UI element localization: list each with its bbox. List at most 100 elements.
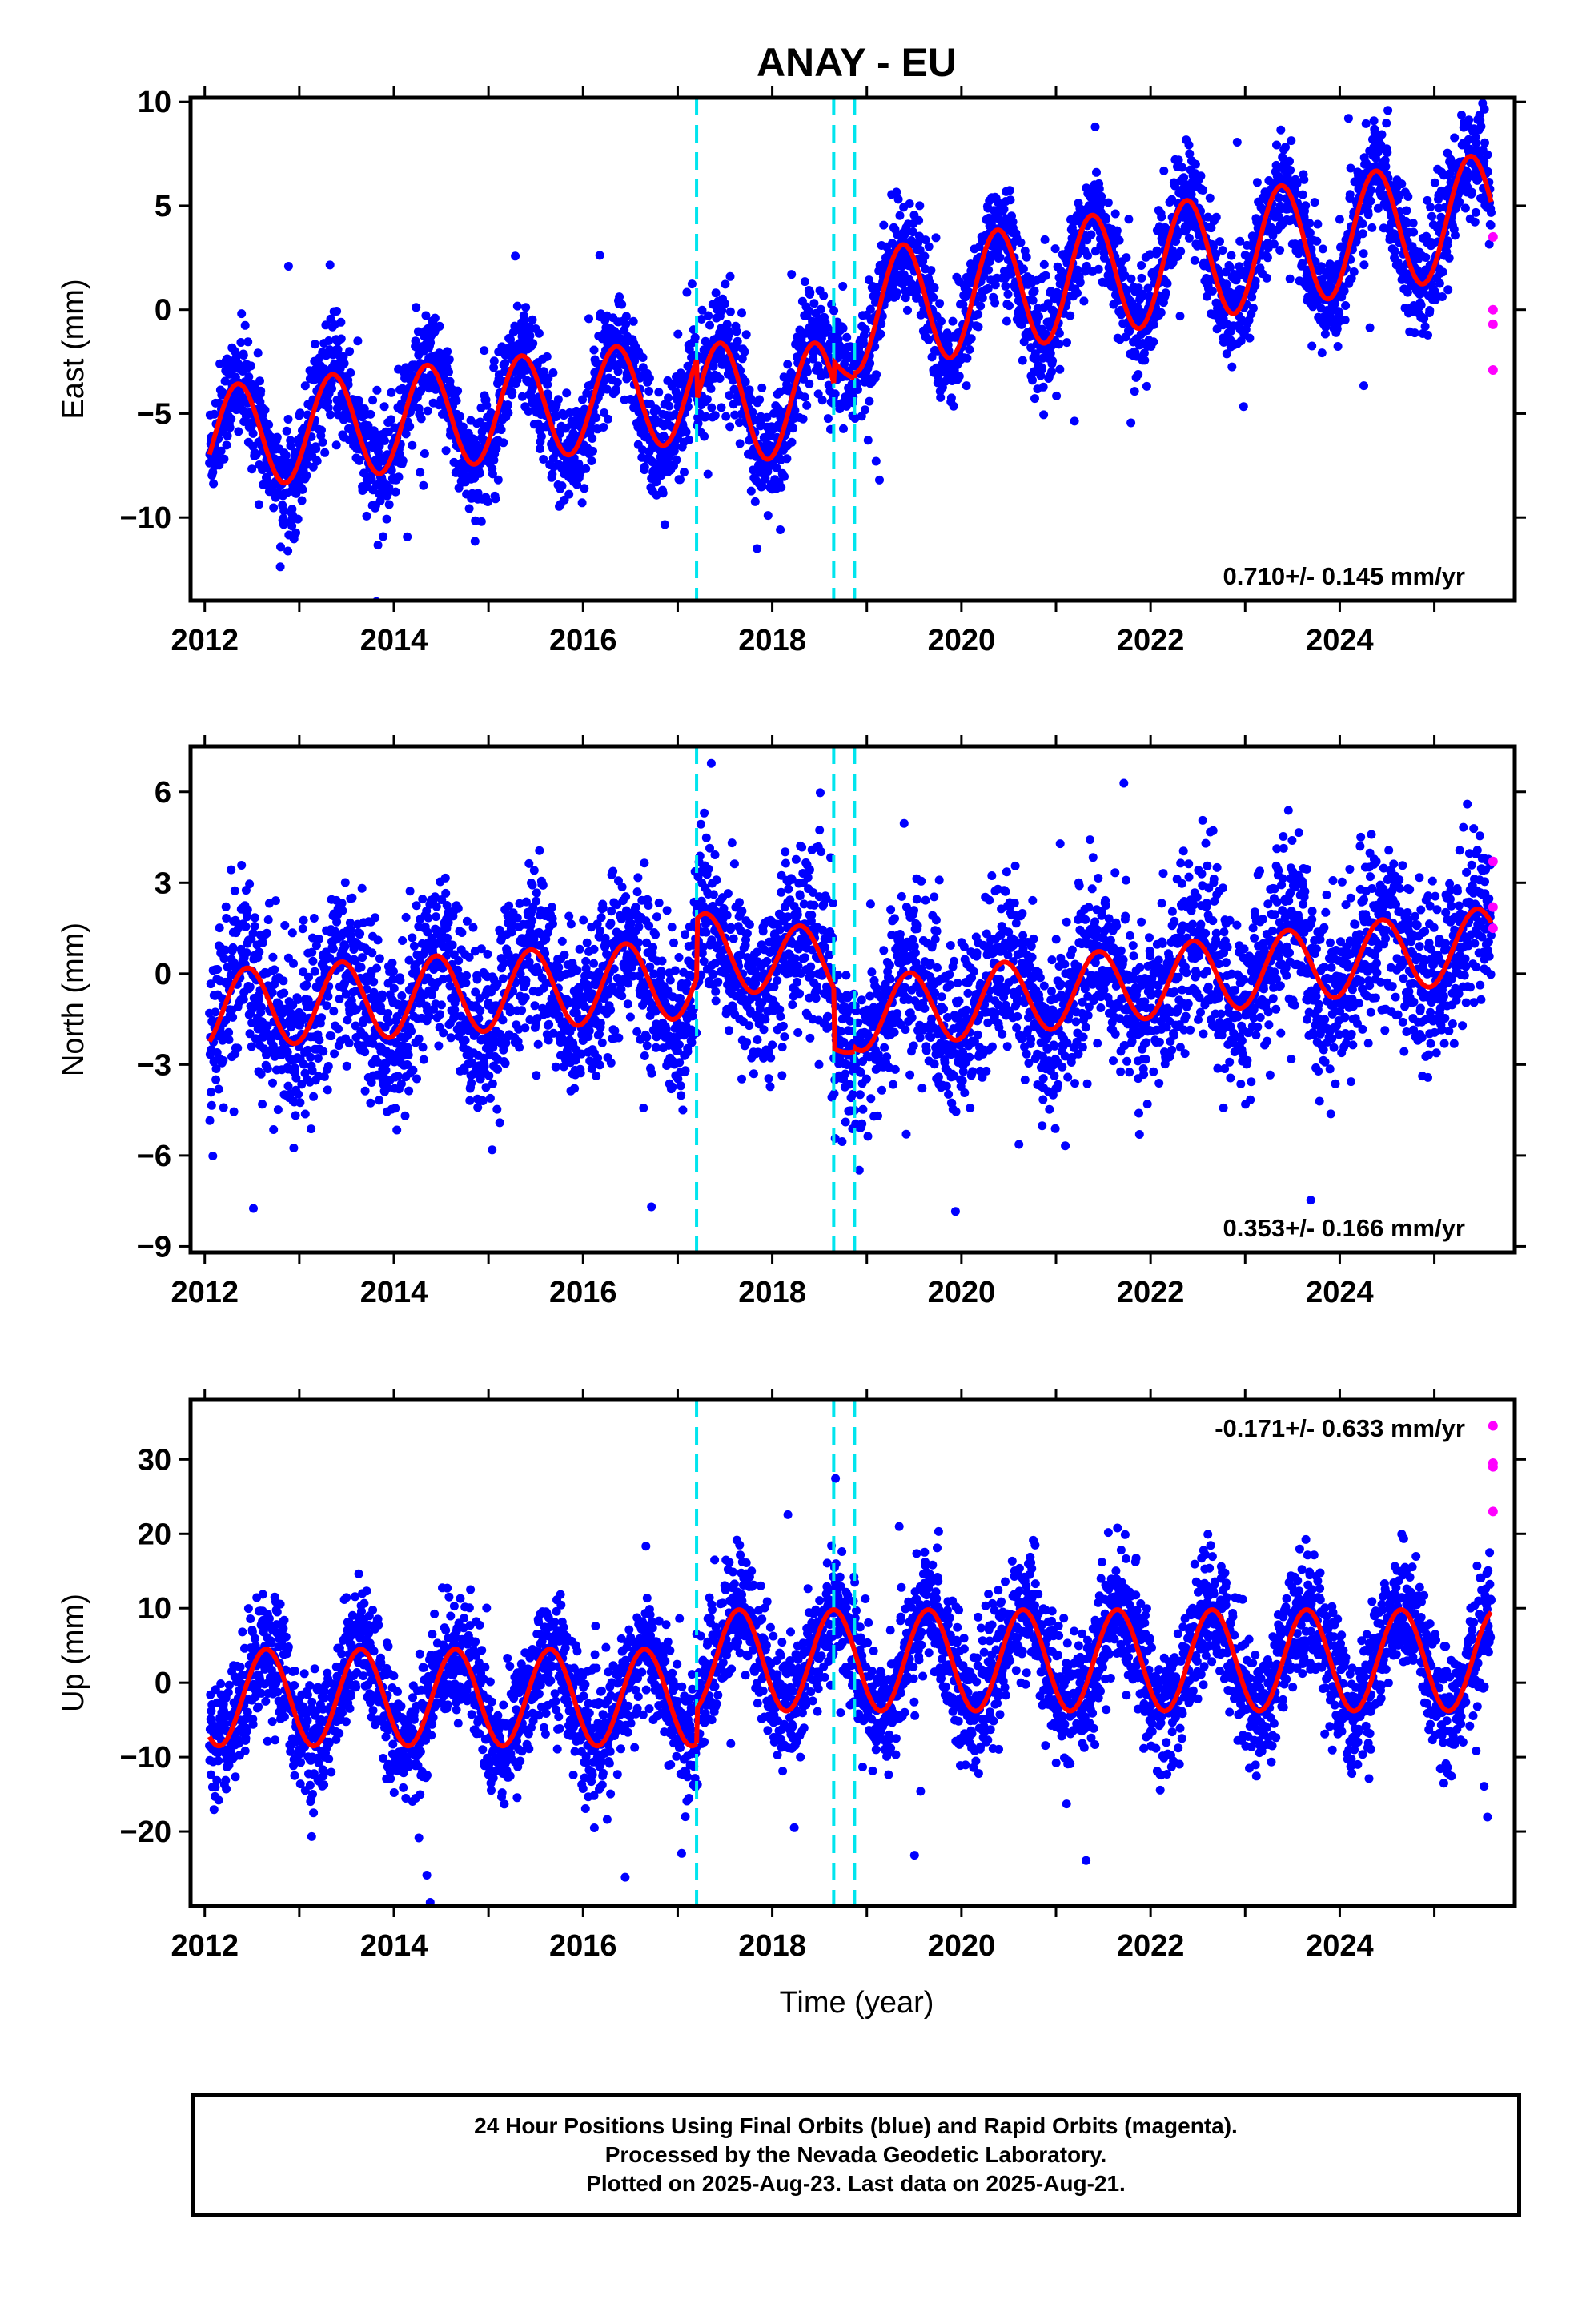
final-orbit-point	[260, 405, 270, 415]
final-orbit-point	[920, 251, 930, 261]
final-orbit-point	[312, 456, 322, 466]
final-orbit-point	[780, 472, 789, 481]
final-orbit-point	[915, 201, 925, 211]
final-orbit-point	[1423, 195, 1432, 205]
final-orbit-point	[219, 1103, 228, 1112]
final-orbit-point	[924, 242, 934, 251]
final-orbit-point	[863, 436, 873, 445]
final-orbit-point	[984, 265, 994, 275]
final-orbit-point	[1174, 227, 1183, 237]
final-orbit-point	[310, 967, 319, 976]
final-orbit-point	[746, 486, 756, 496]
final-orbit-point	[680, 468, 689, 477]
final-orbit-point	[809, 299, 819, 308]
final-orbit-point	[416, 414, 426, 424]
final-orbit-point	[707, 403, 717, 412]
final-orbit-point	[1383, 106, 1393, 115]
rapid-orbit-point	[1488, 319, 1498, 329]
final-orbit-point	[1320, 329, 1330, 339]
final-orbit-point	[1486, 220, 1496, 230]
final-orbit-point	[1382, 119, 1391, 128]
final-orbit-point	[1031, 355, 1041, 364]
final-orbit-point	[524, 407, 533, 416]
final-orbit-point	[1420, 322, 1430, 332]
final-orbit-point	[737, 308, 746, 318]
final-orbit-point	[1394, 191, 1403, 201]
final-orbit-point	[396, 975, 405, 985]
final-orbit-point	[1333, 342, 1343, 351]
final-orbit-point	[211, 1075, 221, 1084]
final-orbit-point	[430, 313, 440, 323]
final-orbit-point	[237, 861, 247, 870]
final-orbit-point	[398, 456, 408, 465]
final-orbit-point	[823, 414, 833, 424]
final-orbit-point	[434, 1041, 444, 1051]
final-orbit-point	[1149, 320, 1158, 329]
final-orbit-point	[1139, 348, 1149, 358]
final-orbit-point	[279, 520, 288, 529]
final-orbit-point	[763, 511, 773, 521]
final-orbit-point	[1038, 382, 1048, 392]
final-orbit-point	[230, 886, 239, 895]
final-orbit-point	[1397, 179, 1407, 189]
final-orbit-point	[453, 386, 463, 396]
final-orbit-point	[356, 963, 366, 972]
final-orbit-point	[336, 317, 346, 327]
final-orbit-point	[1222, 279, 1231, 289]
final-orbit-point	[1185, 149, 1195, 159]
final-orbit-point	[1137, 261, 1146, 270]
final-orbit-point	[393, 1072, 403, 1081]
final-orbit-point	[219, 1055, 228, 1065]
final-orbit-point	[470, 537, 480, 546]
final-orbit-point	[1318, 244, 1327, 254]
final-orbit-point	[721, 412, 731, 421]
final-orbit-point	[816, 304, 825, 314]
final-orbit-point	[327, 1031, 336, 1041]
velocity-rate-label: 0.710+/- 0.145 mm/yr	[1223, 562, 1465, 590]
final-orbit-point	[664, 393, 673, 403]
final-orbit-point	[595, 251, 604, 260]
final-orbit-point	[628, 316, 638, 326]
final-orbit-point	[1438, 292, 1447, 301]
final-orbit-point	[362, 511, 371, 521]
final-orbit-point	[1006, 195, 1015, 205]
final-orbit-point	[748, 408, 757, 417]
final-orbit-point	[234, 427, 243, 436]
final-orbit-point	[339, 352, 348, 361]
final-orbit-point	[239, 351, 248, 360]
final-orbit-point	[1157, 212, 1166, 222]
final-orbit-point	[1124, 215, 1134, 224]
final-orbit-point	[237, 309, 247, 319]
final-orbit-point	[398, 936, 408, 945]
final-orbit-point	[1252, 178, 1262, 187]
final-orbit-point	[221, 902, 231, 911]
final-orbit-point	[1055, 364, 1065, 374]
final-orbit-point	[805, 379, 814, 388]
final-orbit-point	[790, 406, 800, 416]
final-orbit-point	[373, 541, 383, 550]
final-orbit-point	[371, 913, 380, 923]
final-orbit-point	[1005, 186, 1014, 195]
final-orbit-point	[648, 457, 657, 467]
final-orbit-points	[205, 99, 1496, 601]
final-orbit-point	[332, 307, 342, 316]
final-orbit-point	[327, 377, 336, 387]
final-orbit-point	[241, 922, 251, 931]
final-orbit-point	[1275, 212, 1283, 222]
final-orbit-point	[1286, 166, 1295, 175]
final-orbit-point	[799, 374, 808, 384]
final-orbit-point	[372, 963, 381, 973]
chart-title: ANAY - EU	[757, 40, 957, 85]
final-orbit-point	[311, 340, 319, 349]
final-orbit-point	[1054, 328, 1064, 338]
final-orbit-point	[936, 392, 946, 402]
final-orbit-point	[418, 895, 428, 904]
final-orbit-point	[500, 359, 510, 368]
final-orbit-point	[1313, 219, 1323, 229]
final-orbit-point	[1435, 279, 1444, 288]
final-orbit-point	[306, 1052, 315, 1062]
final-orbit-point	[236, 338, 246, 347]
final-orbit-point	[697, 315, 706, 324]
final-orbit-point	[233, 1043, 243, 1053]
final-orbit-point	[214, 1084, 223, 1094]
